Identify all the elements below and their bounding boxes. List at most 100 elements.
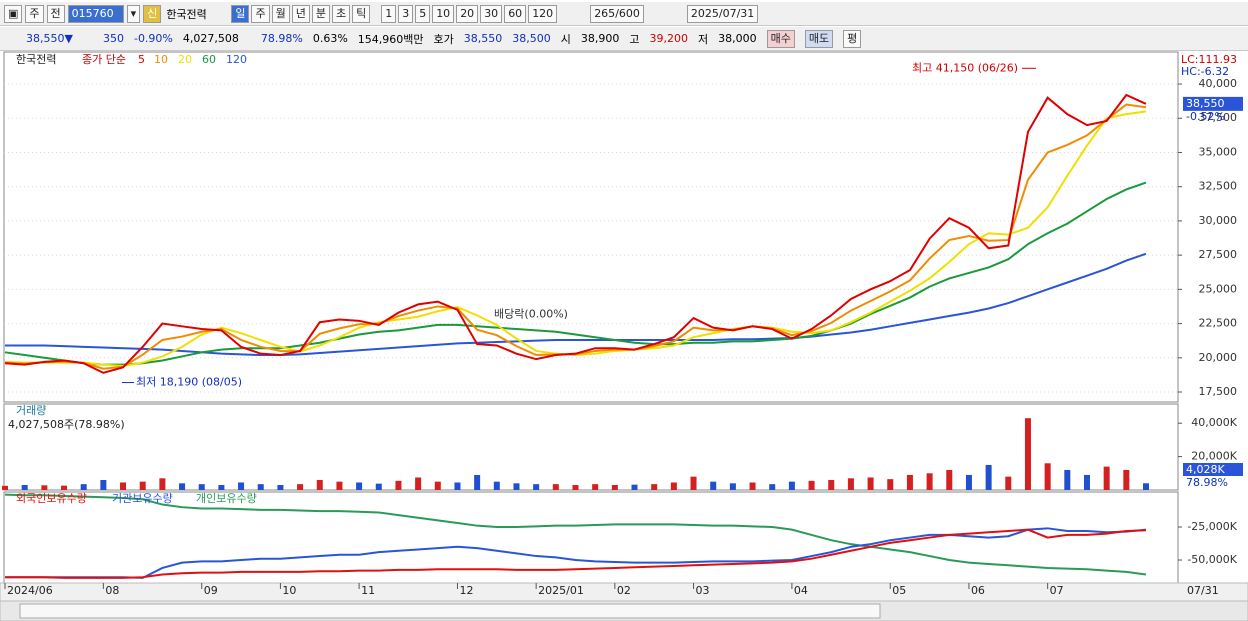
volume-bar (847, 478, 854, 490)
annotation: 최저 18,190 (08/05) (136, 376, 242, 389)
annotation: 배당락(0.00%) (494, 308, 568, 321)
volume-bar (1044, 463, 1051, 490)
interval-button[interactable]: 120 (528, 4, 558, 23)
high-label: 고 (629, 32, 640, 46)
chart-title: 한국전력 (16, 53, 56, 66)
period-button[interactable]: 틱 (352, 4, 371, 23)
volume-bar (788, 481, 795, 490)
volume-bar (1123, 469, 1130, 490)
ask-label: 호가 (433, 32, 454, 46)
x-tick-label: 2024/06 (7, 584, 53, 597)
interval-button[interactable]: 10 (432, 4, 455, 23)
change-pct: -0.90% (133, 32, 173, 45)
volume-bar (828, 479, 835, 490)
interval-button[interactable]: 1 (381, 4, 397, 23)
code-input[interactable]: 015760 (67, 4, 124, 23)
volume-bar (906, 474, 913, 490)
period-button[interactable]: 초 (331, 4, 351, 23)
amount: 154,960백만 (357, 32, 424, 46)
y-tick-label: -25,000K (1187, 520, 1237, 533)
y-tick-label: 40,000K (1191, 416, 1237, 429)
y-tick-label: 27,500 (1199, 248, 1238, 261)
volume-bar (415, 477, 422, 490)
series-line (5, 252, 1147, 357)
volume-bar (965, 474, 972, 490)
menu-button[interactable]: ▣ (4, 4, 23, 23)
date-input[interactable]: 2025/07/31 (686, 4, 759, 23)
scroll-thumb (19, 603, 881, 619)
panel-frame (3, 403, 1179, 491)
volume-bar (611, 484, 618, 490)
volume-bar (434, 481, 441, 490)
interval-button[interactable]: 3 (398, 4, 414, 23)
period-button[interactable]: 년 (291, 4, 310, 23)
y-tick-label: 17,500 (1199, 385, 1238, 398)
chart-subtitle: 종가 단순 (82, 53, 126, 66)
interval-button[interactable]: 20 (456, 4, 479, 23)
bid: 38,500 (512, 32, 551, 45)
hc-label: HC:-6.32 (1181, 65, 1229, 78)
y-tick-label: 22,500 (1199, 317, 1238, 330)
buy-button[interactable]: 매수 (766, 29, 795, 48)
period-button[interactable]: 일 (231, 4, 250, 23)
interval-button[interactable]: 60 (504, 4, 527, 23)
volume-bar (769, 484, 776, 490)
y-tick-label: 20,000 (1199, 351, 1238, 364)
button[interactable]: 전 (46, 4, 65, 23)
volume-bar (513, 483, 520, 490)
low-label: 저 (698, 32, 709, 46)
volume-bar (41, 485, 48, 490)
volume-bar (729, 483, 736, 490)
turnover: 0.63% (312, 32, 348, 45)
x-tick-label: 10 (282, 584, 296, 597)
quote-bar: 38,550▼ 350 -0.90% 4,027,508 78.98% 0.63… (0, 27, 1248, 51)
stock-name: 한국전력 (166, 7, 207, 21)
count-value: 265 (594, 6, 616, 20)
volume-ratio: 78.98% (1186, 476, 1228, 489)
volume-bar (80, 484, 87, 490)
volume-bar (454, 482, 461, 490)
volume-bar (100, 479, 107, 490)
volume-bar (277, 484, 284, 490)
last-price: 38,550 (1186, 97, 1225, 110)
volume-bar (395, 480, 402, 490)
interval-button[interactable]: 5 (415, 4, 431, 23)
interval-button[interactable]: 30 (480, 4, 503, 23)
button[interactable]: 주 (25, 4, 44, 23)
y-tick-label: 37,500 (1199, 111, 1238, 124)
volume-bar (179, 483, 186, 490)
volume-bar (238, 482, 245, 490)
volume-bar (198, 484, 205, 490)
avg-button[interactable]: 평 (843, 29, 862, 48)
search-button[interactable]: ▾ (126, 4, 141, 23)
x-tick-label: 07 (1050, 584, 1064, 597)
volume-bar (1005, 476, 1012, 490)
volume-last: 4,028K (1186, 463, 1225, 476)
volume-bar (1064, 469, 1071, 490)
volume-bar (1143, 483, 1149, 490)
x-tick-label: 12 (459, 584, 473, 597)
series-line (4, 181, 1147, 366)
period-button[interactable]: 월 (271, 4, 290, 23)
volume-tag (1183, 463, 1243, 476)
volume-bar (474, 474, 481, 490)
volume-bar (159, 478, 166, 490)
volume-bar (592, 484, 599, 490)
panel-title: 거래량 (16, 404, 46, 417)
low: 38,000 (718, 32, 757, 45)
volume-bar (2, 485, 8, 490)
volume-bar (749, 482, 756, 490)
sell-button[interactable]: 매도 (804, 29, 834, 48)
volume-bar (1083, 474, 1090, 490)
volume-bar (257, 484, 264, 490)
y-tick-label: 32,500 (1199, 180, 1238, 193)
period-button[interactable]: 분 (311, 4, 330, 23)
volume-bar (493, 481, 500, 490)
y-tick-label: 30,000 (1199, 214, 1238, 227)
volume-bar (946, 469, 953, 490)
period-button[interactable]: 주 (251, 4, 270, 23)
x-tick-label: 06 (971, 584, 985, 597)
